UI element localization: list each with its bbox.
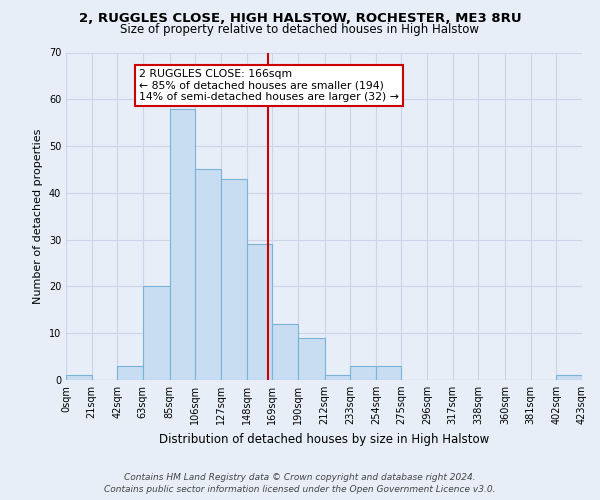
Bar — [170, 108, 196, 380]
Bar — [247, 244, 272, 380]
Bar — [350, 366, 376, 380]
Bar — [556, 376, 582, 380]
Text: Contains HM Land Registry data © Crown copyright and database right 2024.
Contai: Contains HM Land Registry data © Crown c… — [104, 472, 496, 494]
Text: Size of property relative to detached houses in High Halstow: Size of property relative to detached ho… — [121, 22, 479, 36]
Bar — [376, 366, 401, 380]
Bar — [143, 286, 170, 380]
Bar — [272, 324, 298, 380]
Bar — [66, 376, 92, 380]
Bar — [196, 170, 221, 380]
Text: 2 RUGGLES CLOSE: 166sqm
← 85% of detached houses are smaller (194)
14% of semi-d: 2 RUGGLES CLOSE: 166sqm ← 85% of detache… — [139, 69, 399, 102]
Bar — [117, 366, 143, 380]
Bar — [325, 376, 350, 380]
Text: 2, RUGGLES CLOSE, HIGH HALSTOW, ROCHESTER, ME3 8RU: 2, RUGGLES CLOSE, HIGH HALSTOW, ROCHESTE… — [79, 12, 521, 26]
Bar — [298, 338, 325, 380]
X-axis label: Distribution of detached houses by size in High Halstow: Distribution of detached houses by size … — [159, 432, 489, 446]
Y-axis label: Number of detached properties: Number of detached properties — [33, 128, 43, 304]
Bar — [221, 179, 247, 380]
